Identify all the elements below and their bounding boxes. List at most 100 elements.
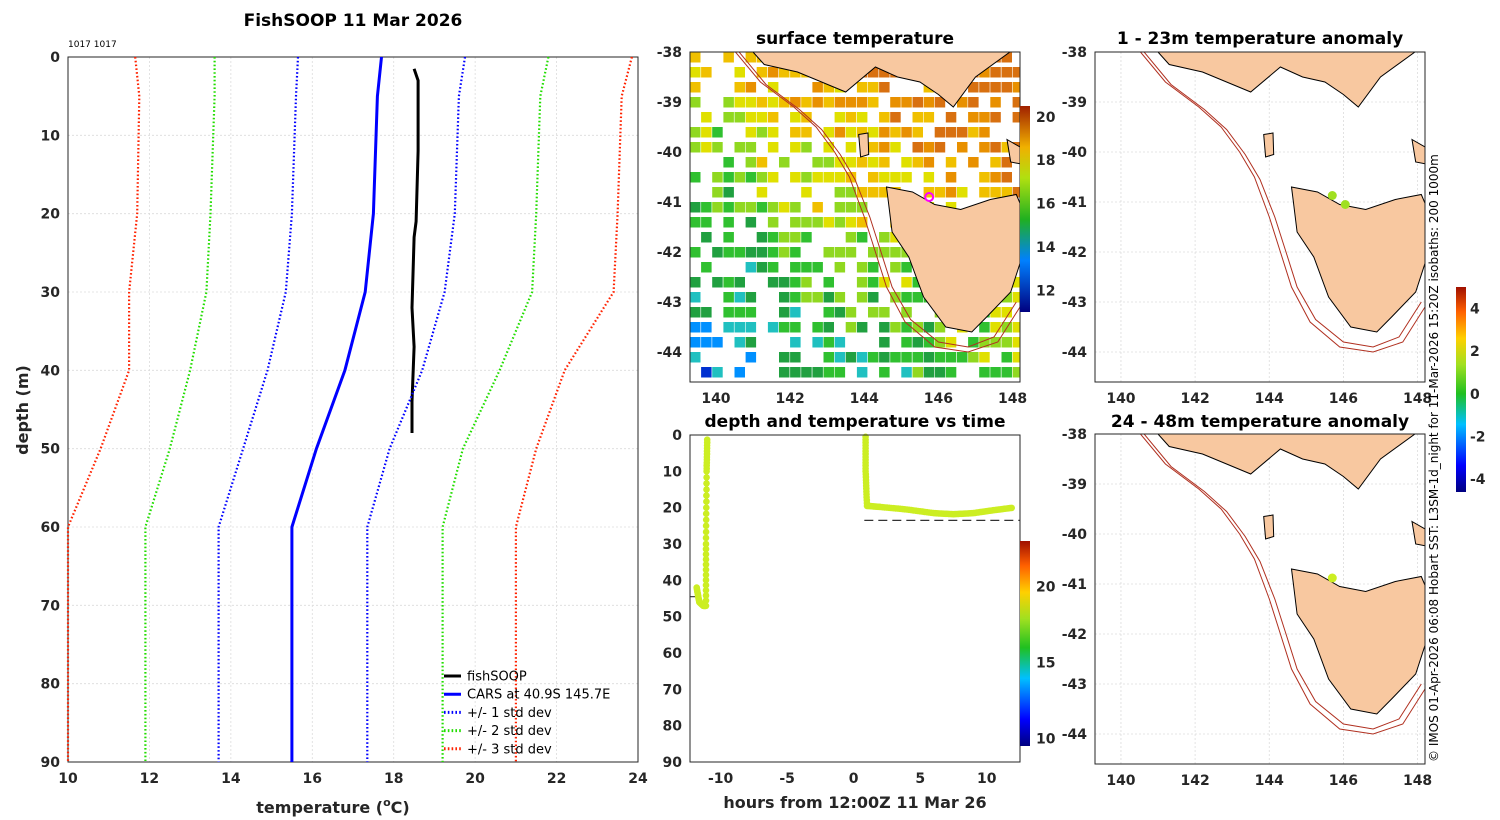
legend-label: +/- 3 std dev: [467, 742, 552, 757]
sst-cell: [779, 157, 790, 168]
sst-cell: [923, 352, 935, 363]
sst-cell: [834, 217, 846, 228]
sst-cell: [701, 262, 712, 273]
x-tick-label: 146: [924, 391, 953, 407]
x-tick-label: 20: [465, 771, 485, 787]
sst-cell: [801, 112, 812, 123]
anomaly-bottom-isobaths: [1139, 434, 1425, 735]
sst-cell: [912, 352, 923, 363]
observation-point: [703, 504, 710, 512]
sst-cell: [912, 322, 923, 333]
sst-cell: [923, 97, 935, 108]
sst-cell: [879, 337, 890, 348]
x-tick-label: -10: [708, 771, 734, 787]
sst-cell: [723, 187, 734, 198]
sst-cell: [790, 337, 801, 348]
x-tick-label: 140: [1106, 391, 1135, 407]
sst-cell: [890, 352, 901, 363]
timeseries-axes-box: [689, 434, 1021, 763]
sst-cell: [1012, 112, 1020, 123]
timeseries-points: [693, 433, 1015, 610]
observation-point: [702, 556, 710, 563]
sst-cell: [690, 307, 701, 318]
sst-cell: [823, 172, 834, 183]
observation-point: [702, 516, 710, 524]
sst-cell: [968, 82, 979, 93]
observation-point: [702, 561, 710, 568]
sst-cell: [767, 247, 779, 258]
sst-cell: [734, 307, 745, 318]
sst-cell: [912, 112, 923, 123]
y-tick-label: -44: [657, 345, 683, 361]
y-tick-label: -42: [1062, 627, 1087, 643]
x-tick-label: 148: [1403, 391, 1432, 407]
sst-cell: [823, 307, 834, 318]
sst-cell: [712, 277, 723, 288]
y-tick-label: 10: [41, 128, 61, 144]
flinders-island: [1006, 138, 1020, 165]
y-tick-label: 60: [663, 646, 683, 662]
sst-cell: [790, 307, 801, 318]
mainland-australia: [1157, 434, 1416, 490]
sst-cell: [845, 142, 857, 153]
anomaly-point: [1340, 200, 1350, 209]
sst-cell: [912, 367, 923, 378]
sst-cell: [712, 172, 723, 183]
x-tick-label: 10: [977, 771, 997, 787]
sst-cell: [923, 112, 935, 123]
sst-cell: [957, 142, 968, 153]
sst-cell: [690, 247, 701, 258]
y-tick-label: -44: [1062, 727, 1088, 743]
observation-point: [703, 480, 710, 487]
anomaly-top-land: [1157, 52, 1425, 333]
sst-cell: [723, 247, 734, 258]
x-tick-label: 144: [1255, 773, 1284, 789]
anomaly-bottom-panel: 24 - 48m temperature anomaly 140 142 144 14…: [1062, 412, 1432, 789]
sst-cell: [790, 322, 801, 333]
sst-cell: [756, 97, 768, 108]
sst-cell: [990, 322, 1001, 333]
sst-cell: [879, 157, 890, 168]
sst-cell: [790, 127, 801, 138]
sst-cell: [868, 127, 879, 138]
colorbar-tick-label: 16: [1036, 197, 1055, 213]
sst-cell: [1012, 352, 1020, 363]
observation-point: [702, 571, 710, 579]
sst-cell: [812, 82, 823, 93]
sst-cell: [790, 352, 801, 363]
copyright-note: © IMOS 01-Apr-2026 06:08 Hobart SST: L3S…: [1427, 154, 1441, 762]
y-tick-label: 90: [663, 755, 683, 771]
y-tick-label: -40: [1062, 527, 1088, 543]
x-tick-label: 148: [998, 391, 1027, 407]
timeseries-y-ticks: 0 10 20 30 40 50 60 70 80 90: [663, 428, 683, 771]
sst-cell: [990, 367, 1001, 378]
sst-cell: [845, 202, 857, 213]
y-tick-label: -41: [1062, 195, 1087, 211]
sst-cell: [934, 322, 946, 333]
sst-cell: [745, 292, 757, 303]
sst-cell: [979, 367, 990, 378]
sst-cell: [701, 367, 712, 378]
sst-cell: [879, 82, 890, 93]
observation-point: [702, 510, 710, 517]
sst-cell: [767, 322, 779, 333]
timeseries-panel: depth and temperature vs time -10 -5 0 5 10 …: [663, 412, 1056, 812]
sst-cell: [834, 262, 846, 273]
sst-cell: [990, 142, 1001, 153]
sst-cell: [901, 292, 912, 303]
y-tick-label: -39: [657, 95, 682, 111]
sst-cell: [868, 262, 879, 273]
sst-cell: [734, 82, 745, 93]
sst-cell: [979, 337, 990, 348]
x-tick-label: -5: [779, 771, 795, 787]
sst-cell: [723, 307, 734, 318]
observation-point: [702, 581, 710, 589]
colorbar-tick-label: 0: [1470, 387, 1480, 403]
colorbar-tick-label: 20: [1036, 110, 1056, 126]
sst-cell: [834, 307, 846, 318]
sst-cell: [1012, 97, 1020, 108]
sst-cell: [834, 292, 846, 303]
king-island: [1263, 132, 1275, 158]
sst-cell: [856, 157, 868, 168]
y-tick-label: 70: [41, 598, 61, 614]
